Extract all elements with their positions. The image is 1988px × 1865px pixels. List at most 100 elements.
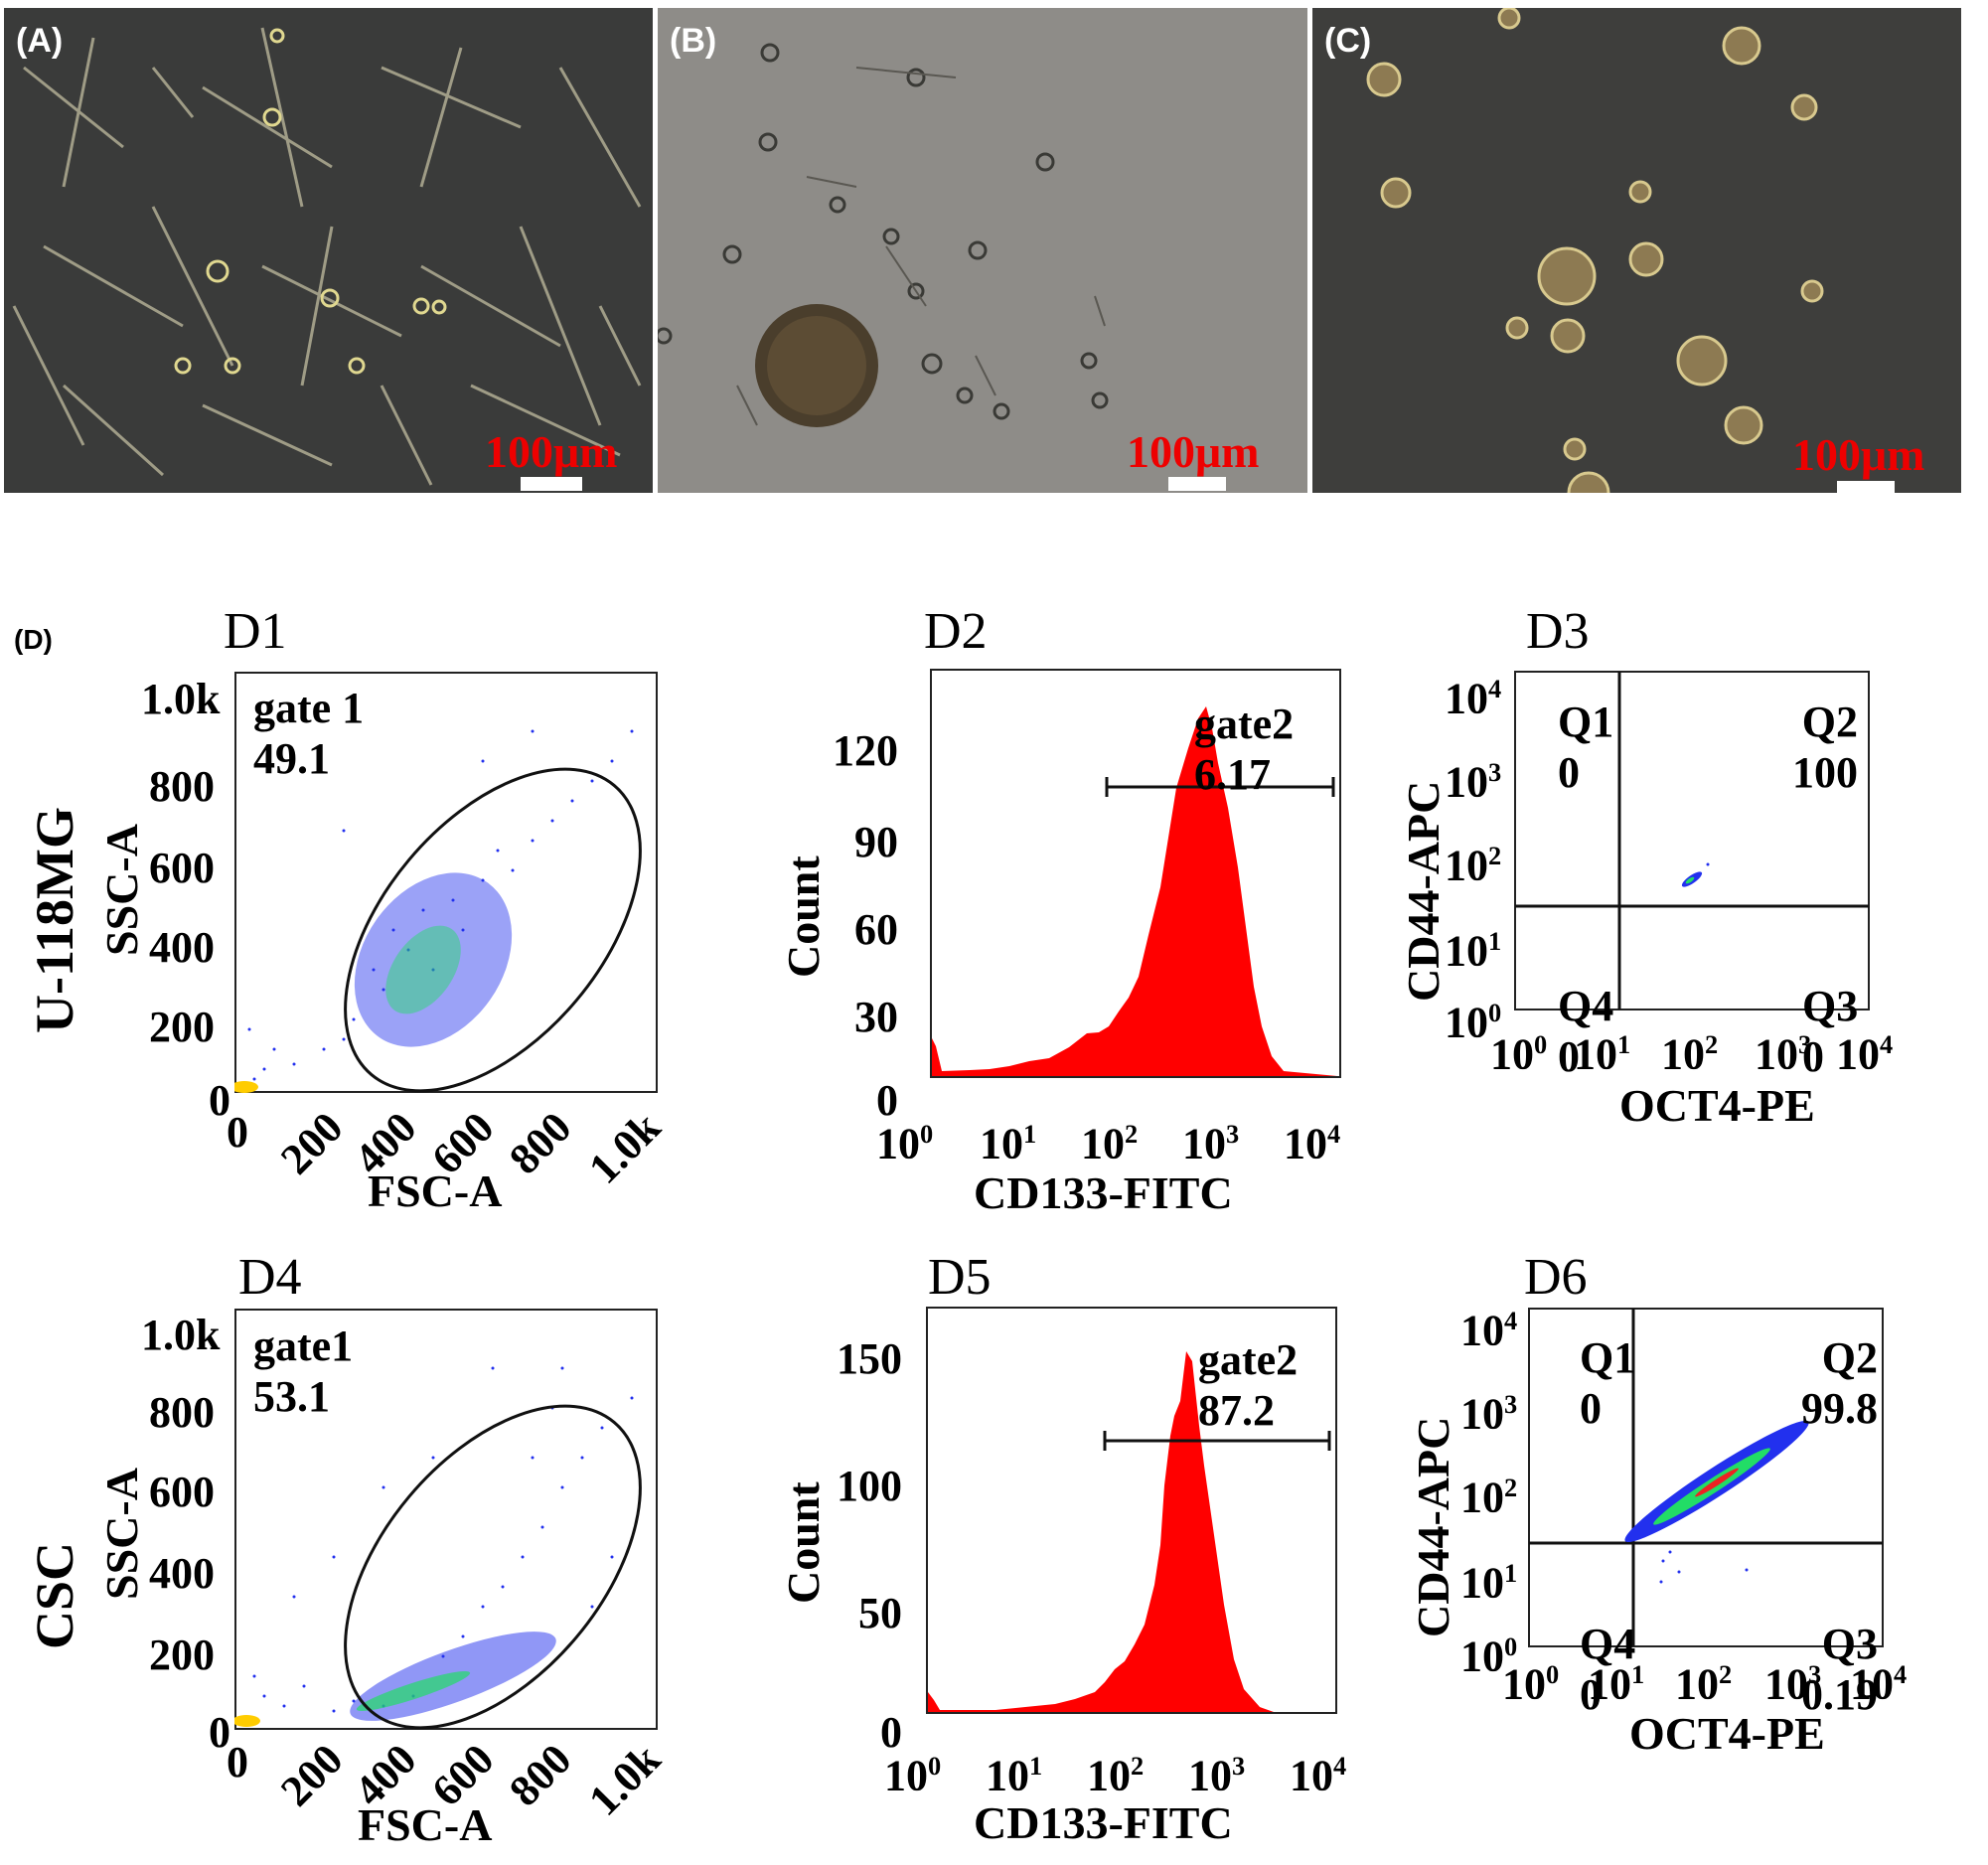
- scale-bar-a: [521, 477, 582, 491]
- q2-value-d6: 99.8: [1801, 1383, 1878, 1433]
- x-tick-d5-1e3: 103: [1188, 1751, 1246, 1800]
- y-tick-d1-1000: 1.0k: [141, 675, 221, 723]
- y-tick-d6-1e0: 100: [1460, 1632, 1518, 1681]
- quadrant-q4-d3: Q4 0: [1558, 982, 1613, 1082]
- x-tick-d1-0: 0: [227, 1108, 248, 1157]
- histogram-d5: [926, 1307, 1337, 1714]
- y-tick-d1-800: 800: [149, 762, 215, 811]
- x-tick-d3-1e1: 101: [1574, 1029, 1631, 1079]
- plot-title-d6: D6: [1524, 1249, 1588, 1306]
- x-tick-d5-1e0: 100: [884, 1751, 942, 1800]
- x-tick-d3-1e2: 102: [1661, 1029, 1719, 1079]
- x-tick-d4-200: 200: [271, 1734, 353, 1816]
- x-tick-d6-1e1: 101: [1588, 1659, 1645, 1709]
- histogram-d2: [930, 669, 1341, 1078]
- q2-value-d3: 100: [1792, 747, 1858, 797]
- gate-name-d1: gate 1: [253, 684, 365, 732]
- x-tick-d1-1000: 1.0k: [579, 1102, 671, 1193]
- plot-title-d4: D4: [238, 1249, 302, 1306]
- scale-label-a: 100μm: [485, 426, 618, 477]
- x-tick-d4-800: 800: [500, 1734, 581, 1816]
- x-tick-d3-1e3: 103: [1755, 1029, 1812, 1079]
- panel-label-d: (D): [14, 624, 53, 655]
- x-axis-label-d4: FSC-A: [358, 1799, 493, 1850]
- y-tick-d3-1e1: 101: [1445, 926, 1502, 976]
- x-axis-label-d2: CD133-FITC: [974, 1167, 1233, 1218]
- gate-name-d5: gate2: [1198, 1335, 1299, 1384]
- cell-image-b: [658, 43, 1109, 427]
- cell-image-c: [1366, 8, 1824, 493]
- q4-name-d6: Q4: [1580, 1620, 1636, 1668]
- y-tick-d2-0: 0: [876, 1076, 898, 1125]
- quadrant-plot-d6: [1528, 1308, 1884, 1647]
- x-tick-d2-1e0: 100: [876, 1119, 934, 1168]
- x-tick-d3-1e4: 104: [1836, 1029, 1894, 1079]
- plot-title-d1: D1: [224, 603, 287, 660]
- x-tick-d6-1e3: 103: [1764, 1659, 1822, 1709]
- quadrant-q1-d3: Q1 0: [1558, 698, 1613, 798]
- y-tick-d2-30: 30: [854, 993, 898, 1041]
- cell-image-a: [12, 27, 642, 486]
- y-tick-d3-1e0: 100: [1445, 998, 1502, 1047]
- q1-value-d3: 0: [1558, 747, 1580, 797]
- y-tick-d6-1e1: 101: [1460, 1558, 1518, 1608]
- plot-title-d3: D3: [1526, 603, 1590, 660]
- panel-label-b: (B): [670, 22, 717, 60]
- scale-bar-b: [1168, 477, 1226, 491]
- x-tick-d6-1e2: 102: [1675, 1659, 1733, 1709]
- x-tick-d6-1e0: 100: [1502, 1659, 1560, 1709]
- gate-value-d1: 49.1: [253, 733, 330, 783]
- q2-name-d3: Q2: [1801, 698, 1858, 746]
- y-tick-d1-600: 600: [149, 844, 215, 892]
- y-tick-d1-200: 200: [149, 1003, 215, 1051]
- x-axis-label-d1: FSC-A: [368, 1166, 503, 1216]
- gate-label-d2: gate2 6.17: [1194, 699, 1294, 800]
- gate-label-d5: gate2 87.2: [1198, 1335, 1298, 1436]
- gate-label-d1: gate 1 49.1: [253, 684, 364, 784]
- quadrant-q1-d6: Q1 0: [1580, 1333, 1635, 1434]
- y-tick-d5-100: 100: [837, 1462, 902, 1510]
- quadrant-q2-d6: Q2 99.8: [1788, 1333, 1878, 1434]
- y-axis-label-d4: SSC-A: [96, 1468, 147, 1600]
- gate-value-d5: 87.2: [1198, 1385, 1275, 1435]
- y-tick-d4-0: 0: [209, 1708, 230, 1757]
- quadrant-q3-d6: Q3 0.19: [1788, 1620, 1878, 1720]
- x-tick-d5-1e4: 104: [1290, 1751, 1347, 1800]
- micrograph-b: (B) 100μm: [658, 8, 1307, 493]
- y-tick-d4-200: 200: [149, 1631, 215, 1679]
- y-axis-label-d6: CD44-APC: [1408, 1416, 1458, 1637]
- y-axis-label-d3: CD44-APC: [1398, 780, 1449, 1002]
- quadrant-plot-d3: [1514, 671, 1870, 1010]
- gate-name-d4: gate1: [253, 1321, 354, 1370]
- gate-name-d2: gate2: [1194, 699, 1295, 748]
- scale-label-b: 100μm: [1127, 426, 1260, 477]
- gate-value-d4: 53.1: [253, 1371, 330, 1421]
- gate-value-d2: 6.17: [1194, 749, 1271, 799]
- x-tick-d1-800: 800: [500, 1102, 581, 1184]
- quadrant-q2-d3: Q2 100: [1778, 698, 1858, 798]
- x-tick-d2-1e3: 103: [1182, 1119, 1240, 1168]
- panel-label-c: (C): [1324, 22, 1372, 60]
- y-axis-label-d2: Count: [778, 855, 829, 978]
- y-tick-d5-0: 0: [880, 1708, 902, 1757]
- micrograph-a: (A) 100μm: [4, 8, 653, 493]
- q1-name-d6: Q1: [1580, 1333, 1636, 1382]
- y-tick-d5-150: 150: [837, 1334, 902, 1383]
- q3-value-d3: 0: [1802, 1031, 1824, 1081]
- q3-name-d3: Q3: [1802, 982, 1859, 1030]
- x-axis-label-d5: CD133-FITC: [974, 1797, 1233, 1848]
- scatter-plot-d1: [234, 672, 658, 1093]
- row-label-u118mg: U-118MG: [25, 807, 84, 1033]
- row-label-csc: CSC: [25, 1541, 84, 1649]
- scale-bar-c: [1837, 481, 1895, 493]
- quadrant-q3-d3: Q3 0: [1802, 982, 1858, 1082]
- x-tick-d2-1e1: 101: [980, 1119, 1037, 1168]
- x-tick-d4-1000: 1.0k: [579, 1734, 671, 1825]
- plot-title-d5: D5: [928, 1249, 992, 1306]
- y-tick-d4-1000: 1.0k: [141, 1311, 221, 1359]
- x-tick-d1-200: 200: [271, 1102, 353, 1184]
- micrograph-c: (C) 100μm: [1312, 8, 1961, 493]
- x-tick-d2-1e4: 104: [1284, 1119, 1341, 1168]
- y-tick-d4-600: 600: [149, 1468, 215, 1516]
- y-tick-d6-1e2: 102: [1460, 1473, 1518, 1522]
